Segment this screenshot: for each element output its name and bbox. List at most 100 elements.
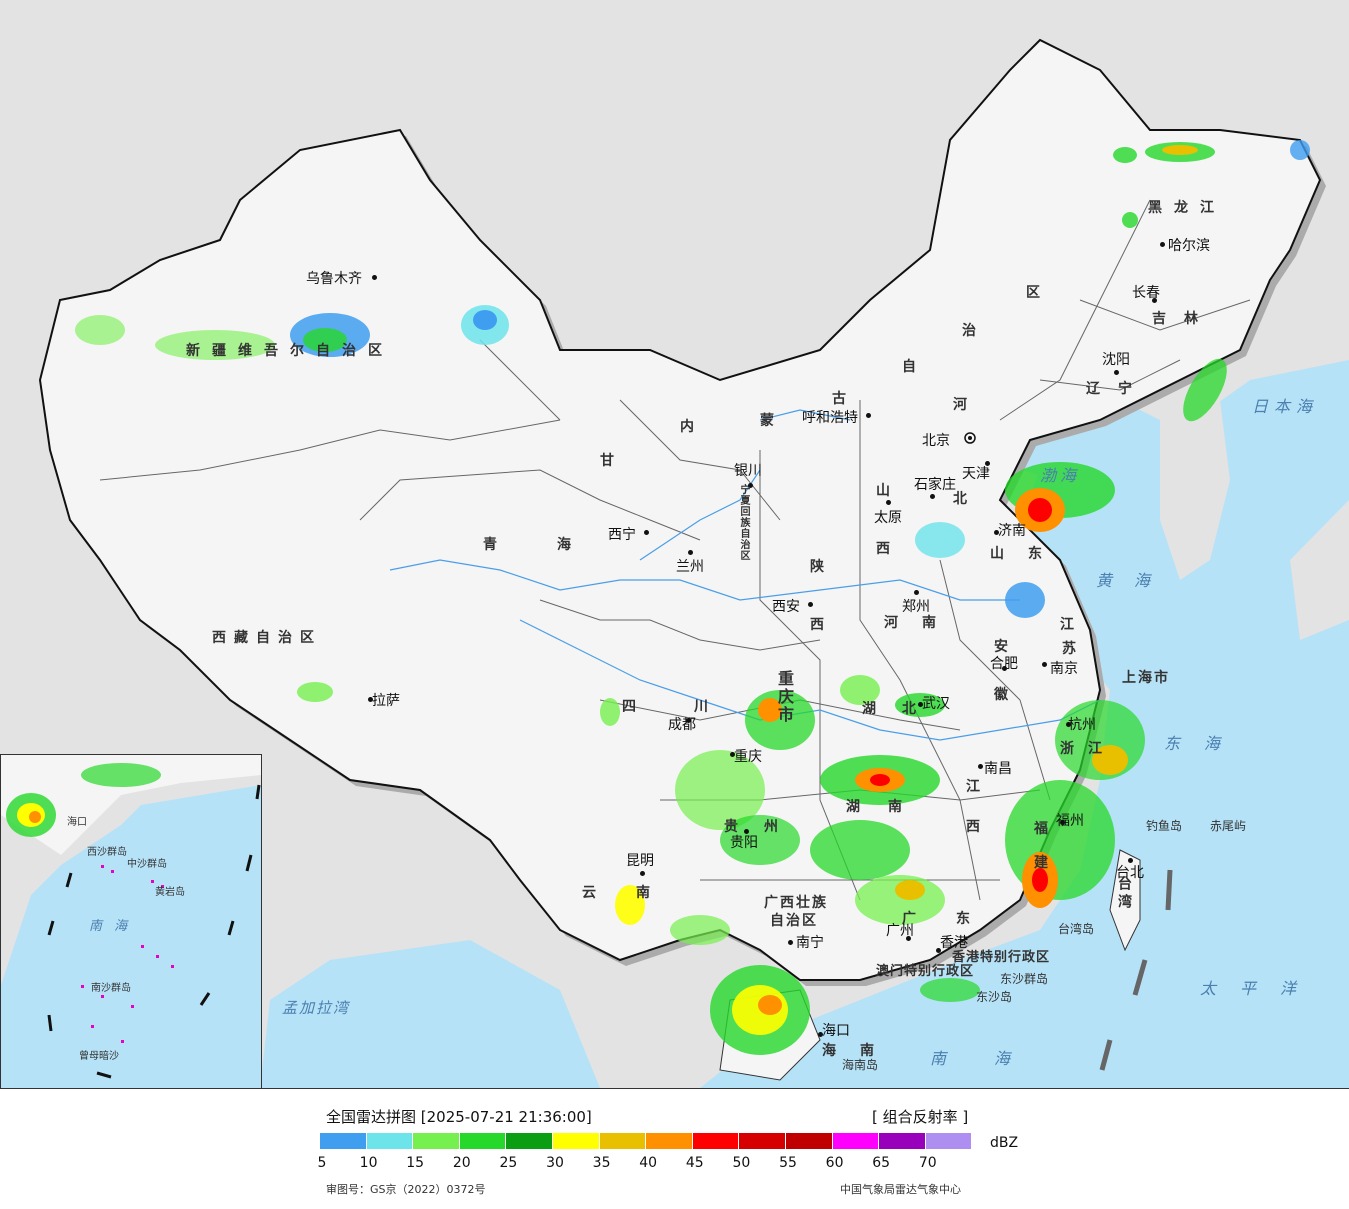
tick-50: 50 <box>732 1155 751 1171</box>
lhasa-dot <box>368 697 373 702</box>
label-jiangsu-jiang: 江 <box>1060 617 1092 633</box>
label-xinjiang: 新疆维吾尔自治区 <box>186 343 394 359</box>
inset-map <box>1 755 261 1079</box>
source-credit: 中国气象局雷达气象中心 <box>840 1183 961 1196</box>
tick-35: 35 <box>592 1155 611 1171</box>
guangzhou-dot <box>906 936 911 941</box>
korea-land <box>1160 400 1230 580</box>
inset-nansha: 南沙群岛 <box>91 983 131 994</box>
tick-30: 30 <box>546 1155 564 1171</box>
city-lhasa[interactable]: 拉萨 <box>372 693 400 709</box>
radar-map[interactable]: 新疆维吾尔自治区 西藏自治区 青海 甘 内 蒙 古 自 治 区 黑龙江 吉林 辽… <box>0 0 1349 1089</box>
city-taiyuan[interactable]: 太原 <box>874 510 902 526</box>
label-sichuan-chuan: 川 <box>694 699 726 715</box>
label-hunan-hu: 湖 <box>846 799 878 815</box>
city-tianjin[interactable]: 天津 <box>962 466 990 482</box>
inset-haikou: 海口 <box>67 817 87 828</box>
city-yinchuan[interactable]: 银川 <box>734 463 762 479</box>
city-haikou[interactable]: 海口 <box>822 1023 850 1039</box>
label-yunnan-nan: 南 <box>636 885 668 901</box>
label-macau-sar: 澳门特别行政区 <box>876 964 975 979</box>
island-dongsha2: 东沙岛 <box>976 990 1013 1004</box>
label-shanxi-shan: 山 <box>876 483 908 499</box>
city-nanning[interactable]: 南宁 <box>796 935 824 951</box>
wuhan-dot <box>918 702 923 707</box>
city-zhengzhou[interactable]: 郑州 <box>902 599 930 615</box>
legend-panel: 全国雷达拼图 [2025-07-21 21:36:00] [ 组合反射率 ] 5… <box>0 1088 1349 1209</box>
label-qu: 区 <box>1026 285 1058 301</box>
xining-dot <box>644 530 649 535</box>
label-zi: 自 <box>902 359 934 375</box>
city-urumqi[interactable]: 乌鲁木齐 <box>306 271 362 287</box>
hohhot-dot <box>866 413 871 418</box>
chengdu-dot <box>686 718 691 723</box>
swatch-20 <box>459 1133 506 1149</box>
guiyang-dot <box>744 829 749 834</box>
china-outline <box>38 38 1322 981</box>
sea-bengal: 孟加拉湾 <box>282 999 351 1017</box>
urumqi-dot <box>372 275 377 280</box>
swatch-35 <box>599 1133 646 1149</box>
city-hohhot[interactable]: 呼和浩特 <box>802 410 858 426</box>
city-hefei[interactable]: 合肥 <box>990 656 1018 672</box>
xian-dot <box>808 602 813 607</box>
city-lanzhou[interactable]: 兰州 <box>676 559 704 575</box>
south-china-sea-inset[interactable]: 南 海 西沙群岛 中沙群岛 黄岩岛 南沙群岛 曾母暗沙 海口 <box>0 754 262 1089</box>
label-hunan-nan: 南 <box>888 799 920 815</box>
city-wuhan[interactable]: 武汉 <box>922 696 950 712</box>
label-shandong-shan: 山 <box>990 546 1022 562</box>
label-meng: 蒙 <box>760 413 792 429</box>
city-nanchang[interactable]: 南昌 <box>984 761 1012 777</box>
label-shandong-dong: 东 <box>1028 546 1060 562</box>
label-shaanxi-shan: 陕 <box>810 559 842 575</box>
label-hubei-bei: 北 <box>902 701 934 717</box>
label-hongkong-sar: 香港特别行政区 <box>952 950 1051 965</box>
label-guizhou-gui: 贵 <box>724 819 756 835</box>
label-zhi: 治 <box>962 323 994 339</box>
swatch-45 <box>692 1133 739 1149</box>
label-jilin: 吉林 <box>1152 311 1216 327</box>
sea-east: 东海 <box>1164 734 1245 753</box>
japan-land <box>1290 500 1349 640</box>
zhengzhou-dot <box>914 590 919 595</box>
city-taipei[interactable]: 台北 <box>1116 865 1144 881</box>
radar-echoes <box>75 140 1310 1055</box>
label-hainan-nan: 南 <box>860 1043 892 1059</box>
city-harbin[interactable]: 哈尔滨 <box>1168 238 1210 254</box>
city-chengdu[interactable]: 成都 <box>668 717 696 733</box>
city-shijiazhuang[interactable]: 石家庄 <box>914 477 956 493</box>
city-xian[interactable]: 西安 <box>772 599 800 615</box>
changchun-dot <box>1152 298 1157 303</box>
city-xining[interactable]: 西宁 <box>608 527 636 543</box>
label-guangdong-dong: 东 <box>956 911 988 927</box>
label-heilongjiang: 黑龙江 <box>1148 200 1226 216</box>
city-hongkong[interactable]: 香港 <box>940 935 968 951</box>
city-kunming[interactable]: 昆明 <box>626 853 654 869</box>
swatch-5 <box>320 1133 366 1149</box>
city-guangzhou[interactable]: 广州 <box>886 923 914 939</box>
label-henan-he: 河 <box>884 615 916 631</box>
label-yunnan-yun: 云 <box>582 885 614 901</box>
tick-25: 25 <box>499 1155 518 1171</box>
yinchuan-dot <box>748 483 753 488</box>
label-nei: 内 <box>680 419 712 435</box>
city-fuzhou[interactable]: 福州 <box>1056 813 1084 829</box>
nanning-dot <box>788 940 793 945</box>
label-guangxi2: 自治区 <box>770 913 818 929</box>
label-fujian-fu: 福 <box>1034 821 1066 837</box>
tick-10: 10 <box>359 1155 378 1171</box>
city-guiyang[interactable]: 贵阳 <box>730 835 758 851</box>
city-chongqing[interactable]: 重庆 <box>734 749 762 765</box>
city-jinan[interactable]: 济南 <box>998 523 1026 539</box>
city-changchun[interactable]: 长春 <box>1132 285 1160 301</box>
inset-zengmu: 曾母暗沙 <box>79 1051 119 1062</box>
label-ningxia: 宁夏回族自治区 <box>738 484 749 561</box>
label-qinghai: 青海 <box>483 537 631 553</box>
swatch-50 <box>739 1133 785 1149</box>
city-shenyang[interactable]: 沈阳 <box>1102 352 1130 368</box>
label-liaoning: 辽宁 <box>1086 381 1150 397</box>
city-beijing[interactable]: 北京 <box>922 433 950 449</box>
city-hangzhou[interactable]: 杭州 <box>1068 717 1096 733</box>
city-nanjing[interactable]: 南京 <box>1050 661 1078 677</box>
tick-65: 65 <box>872 1155 891 1171</box>
